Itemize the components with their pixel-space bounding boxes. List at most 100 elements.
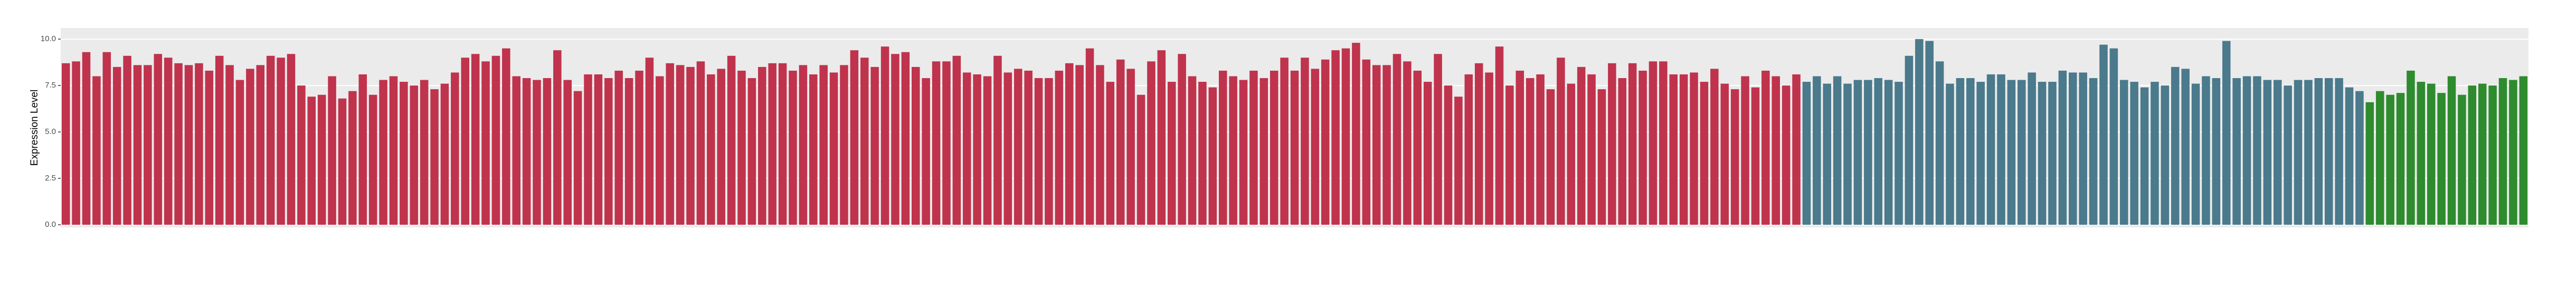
bar: [92, 76, 101, 225]
bar: [317, 94, 326, 225]
bar: [348, 91, 357, 225]
bar: [1843, 83, 1852, 225]
bar: [962, 72, 971, 225]
bar: [174, 63, 183, 225]
bar: [2161, 85, 2170, 225]
bar: [2294, 80, 2303, 225]
bar: [1915, 39, 1924, 225]
bar: [225, 65, 234, 225]
bar: [205, 70, 214, 225]
y-tick-label: 7.5: [45, 81, 56, 90]
bar: [2038, 82, 2047, 225]
bar: [1782, 85, 1791, 225]
bar: [2007, 80, 2016, 225]
bar: [1423, 82, 1432, 225]
bar: [358, 74, 367, 225]
bar: [2407, 70, 2415, 225]
bar: [1065, 63, 1074, 225]
bar: [2447, 76, 2456, 225]
bar: [1454, 97, 1463, 225]
y-tick-label: 5.0: [45, 127, 56, 136]
bar: [1096, 65, 1104, 225]
bar: [1597, 89, 1606, 225]
bar: [61, 63, 70, 225]
bar: [2304, 80, 2313, 225]
bar: [1895, 82, 1903, 225]
bar: [1208, 87, 1217, 225]
bar: [1874, 78, 1882, 225]
bar: [502, 48, 510, 225]
bar: [2498, 78, 2507, 225]
bar: [2273, 80, 2282, 225]
bar: [1864, 80, 1872, 225]
bar: [1833, 76, 1842, 225]
bar: [1157, 50, 1166, 225]
bar: [1772, 76, 1780, 225]
bar: [2335, 78, 2343, 225]
bar: [430, 89, 439, 225]
bar: [656, 76, 664, 225]
bar: [594, 74, 603, 225]
bar: [1270, 70, 1278, 225]
bar: [983, 76, 992, 225]
bar: [2345, 87, 2354, 225]
bar: [184, 65, 193, 225]
bar: [1966, 78, 1975, 225]
bar: [942, 61, 951, 225]
bar: [1905, 55, 1914, 225]
bar: [2191, 83, 2200, 225]
bar: [1045, 78, 1053, 225]
bar: [1116, 59, 1125, 225]
bar: [1710, 69, 1719, 225]
bar: [82, 52, 91, 225]
bar: [1741, 76, 1749, 225]
bar: [737, 70, 746, 225]
bar: [1137, 94, 1145, 225]
bar: [2099, 44, 2108, 225]
bar: [2181, 69, 2190, 225]
bar: [1249, 70, 1258, 225]
bar: [553, 50, 562, 225]
bar: [379, 80, 387, 225]
bar: [1700, 82, 1709, 225]
bar: [2417, 82, 2426, 225]
bar: [1751, 87, 1760, 225]
bar: [778, 63, 787, 225]
bar: [1464, 74, 1473, 225]
bar: [246, 69, 254, 225]
bar: [1884, 80, 1893, 225]
bar: [1259, 78, 1268, 225]
bar: [491, 55, 500, 225]
bar: [1403, 61, 1412, 225]
bar: [1167, 82, 1176, 225]
bar: [2365, 102, 2374, 225]
bar: [1372, 65, 1381, 225]
bar: [471, 54, 480, 225]
bar: [1055, 70, 1064, 225]
bar: [1526, 78, 1535, 225]
bar: [287, 54, 296, 225]
bar: [1331, 50, 1340, 225]
bar: [768, 63, 776, 225]
bar: [307, 97, 316, 225]
bar: [1720, 83, 1729, 225]
y-tick-label: 0.0: [45, 220, 56, 229]
bar: [2458, 94, 2466, 225]
bar: [1557, 58, 1565, 225]
bar: [1003, 72, 1012, 225]
bar: [1567, 83, 1576, 225]
bar: [2120, 80, 2128, 225]
y-axis-label: Expression Level: [29, 90, 40, 166]
bar: [481, 61, 490, 225]
bar: [2263, 80, 2272, 225]
bar: [912, 66, 920, 225]
bar: [328, 76, 336, 225]
bar: [533, 80, 541, 225]
bar: [1823, 83, 1831, 225]
bar: [2109, 48, 2118, 225]
bar: [1362, 59, 1371, 225]
bar: [2232, 78, 2241, 225]
bar: [1434, 54, 1442, 225]
bar: [676, 65, 685, 225]
bar: [1290, 70, 1299, 225]
